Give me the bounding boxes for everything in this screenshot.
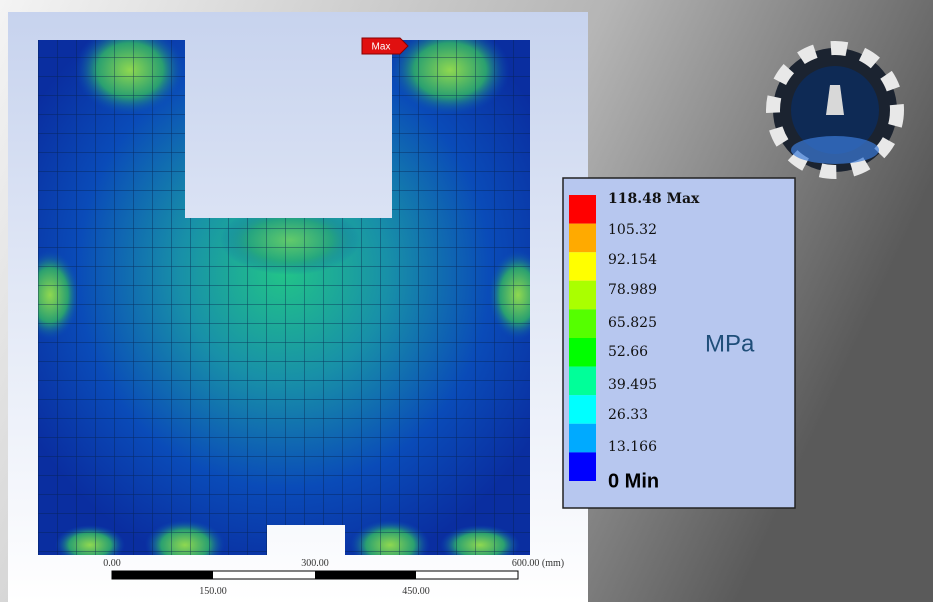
logo — [773, 48, 897, 172]
probe-label: Max — [372, 42, 391, 53]
probe: Max — [362, 38, 408, 54]
legend-swatch — [569, 195, 596, 224]
legend-swatch — [569, 395, 596, 424]
scale-label: 0.00 — [103, 558, 121, 569]
legend: MPa 118.48 Max 105.32 92.154 78.989 65.825 52… — [563, 178, 795, 508]
legend-label: 39.495 — [608, 377, 657, 393]
legend-label: 52.66 — [608, 344, 648, 360]
scale-label: 150.00 — [199, 586, 227, 597]
unit: MPa — [705, 330, 755, 357]
page: Max 0.00 300.00 600.00 (mm) 150.00 450.0… — [0, 0, 933, 602]
legend-swatch — [569, 224, 596, 253]
legend-swatch — [569, 367, 596, 396]
legend-label: 0 Min — [608, 470, 659, 492]
legend-swatch — [569, 338, 596, 367]
legend-swatch — [569, 452, 596, 481]
legend-label: 78.989 — [608, 282, 657, 298]
legend-label: 118.48 Max — [608, 191, 700, 207]
scale-label: 600.00 (mm) — [512, 558, 564, 569]
legend-swatch — [569, 309, 596, 338]
legend-label: 13.166 — [608, 439, 657, 455]
legend-swatch — [569, 281, 596, 310]
legend-label: 105.32 — [608, 222, 657, 238]
legend-swatch — [569, 424, 596, 453]
scale-label: 300.00 — [301, 558, 329, 569]
legend-box — [563, 178, 795, 508]
scale-label: 450.00 — [402, 586, 430, 597]
legend-label: 92.154 — [608, 252, 657, 268]
legend-label: 26.33 — [608, 407, 648, 423]
legend-swatch — [569, 252, 596, 281]
slide: Max 0.00 300.00 600.00 (mm) 150.00 450.0… — [0, 0, 933, 602]
legend-label: 65.825 — [608, 315, 657, 331]
